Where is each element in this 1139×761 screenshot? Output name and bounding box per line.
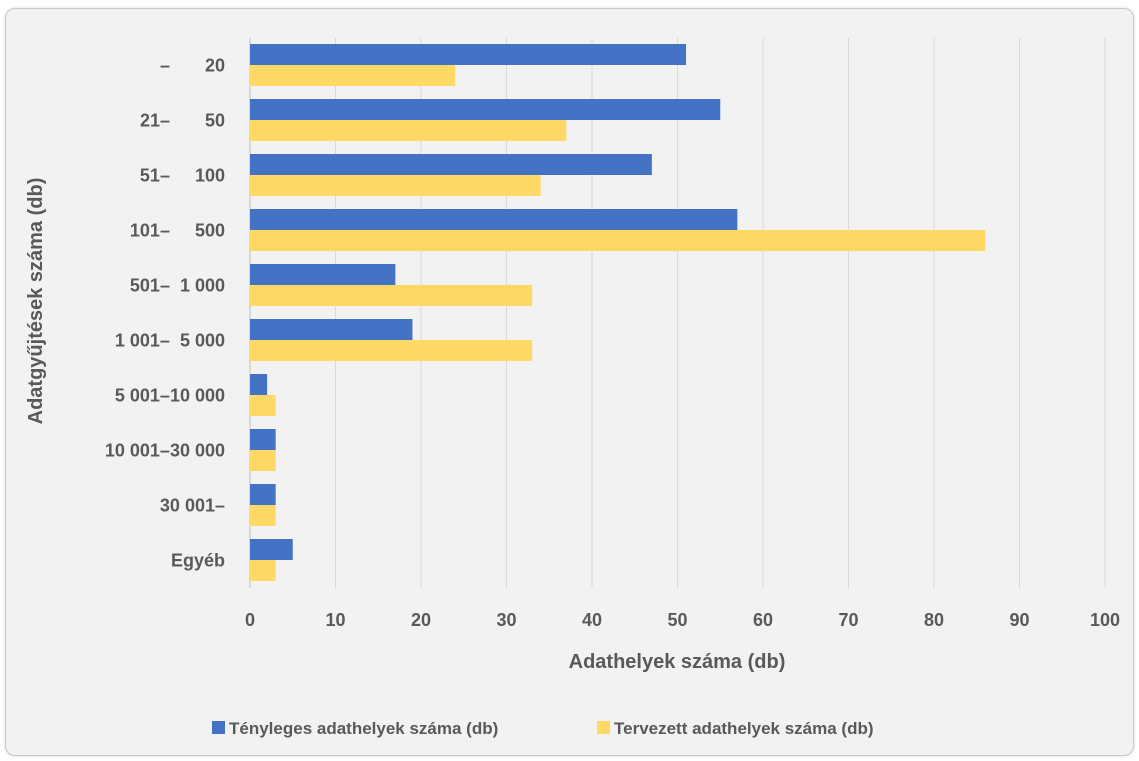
y-category-label: 1 001– 5 000 [115, 331, 225, 351]
y-category-label: 101– 500 [130, 221, 225, 241]
bar-actual [250, 264, 396, 285]
y-category-label: 30 001– [160, 496, 225, 516]
legend-label-actual: Tényleges adathelyek száma (db) [229, 719, 498, 738]
x-tick-label: 20 [411, 610, 431, 630]
x-tick-label: 90 [1009, 610, 1029, 630]
bar-actual [250, 429, 276, 450]
x-tick-label: 10 [325, 610, 345, 630]
bar-planned [250, 230, 986, 251]
x-axis-ticks: 0 10 20 30 40 50 60 70 80 90 100 [245, 610, 1120, 630]
y-category-label: 21– 50 [140, 111, 225, 131]
bar-actual [250, 319, 413, 340]
bar-actual [250, 209, 738, 230]
bar-planned [250, 560, 276, 581]
legend: Tényleges adathelyek száma (db) Tervezet… [212, 719, 874, 738]
x-tick-label: 80 [924, 610, 944, 630]
bar-planned [250, 285, 533, 306]
x-tick-label: 30 [496, 610, 516, 630]
y-category-label: – 20 [160, 56, 225, 76]
bar-planned [250, 395, 276, 416]
y-axis-title: Adatgyűjtések száma (db) [25, 178, 47, 425]
bar-actual [250, 484, 276, 505]
bar-planned [250, 450, 276, 471]
y-axis-categories: – 20 21– 50 51– 100 101– 500 501– 1 000 1 001… [105, 56, 225, 571]
x-tick-label: 60 [753, 610, 773, 630]
bars [250, 44, 986, 581]
legend-swatch-planned [597, 721, 610, 734]
x-tick-label: 70 [838, 610, 858, 630]
y-category-label: Egyéb [171, 551, 225, 571]
bar-actual [250, 44, 687, 65]
x-tick-label: 40 [582, 610, 602, 630]
bar-planned [250, 120, 567, 141]
bar-planned [250, 65, 456, 86]
x-tick-label: 0 [245, 610, 255, 630]
y-category-label: 5 001–10 000 [115, 386, 225, 406]
bar-planned [250, 505, 276, 526]
bar-actual [250, 539, 293, 560]
legend-label-planned: Tervezett adathelyek száma (db) [614, 719, 874, 738]
chart-frame [5, 8, 1134, 756]
x-tick-label: 100 [1090, 610, 1120, 630]
bar-actual [250, 154, 652, 175]
bar-planned [250, 340, 533, 361]
bar-planned [250, 175, 541, 196]
y-category-label: 51– 100 [140, 166, 225, 186]
x-tick-label: 50 [667, 610, 687, 630]
y-category-label: 501– 1 000 [130, 276, 225, 296]
legend-swatch-actual [212, 721, 225, 734]
bar-actual [250, 99, 721, 120]
bar-actual [250, 374, 268, 395]
x-axis-title: Adathelyek száma (db) [569, 651, 786, 673]
y-category-label: 10 001–30 000 [105, 441, 225, 461]
